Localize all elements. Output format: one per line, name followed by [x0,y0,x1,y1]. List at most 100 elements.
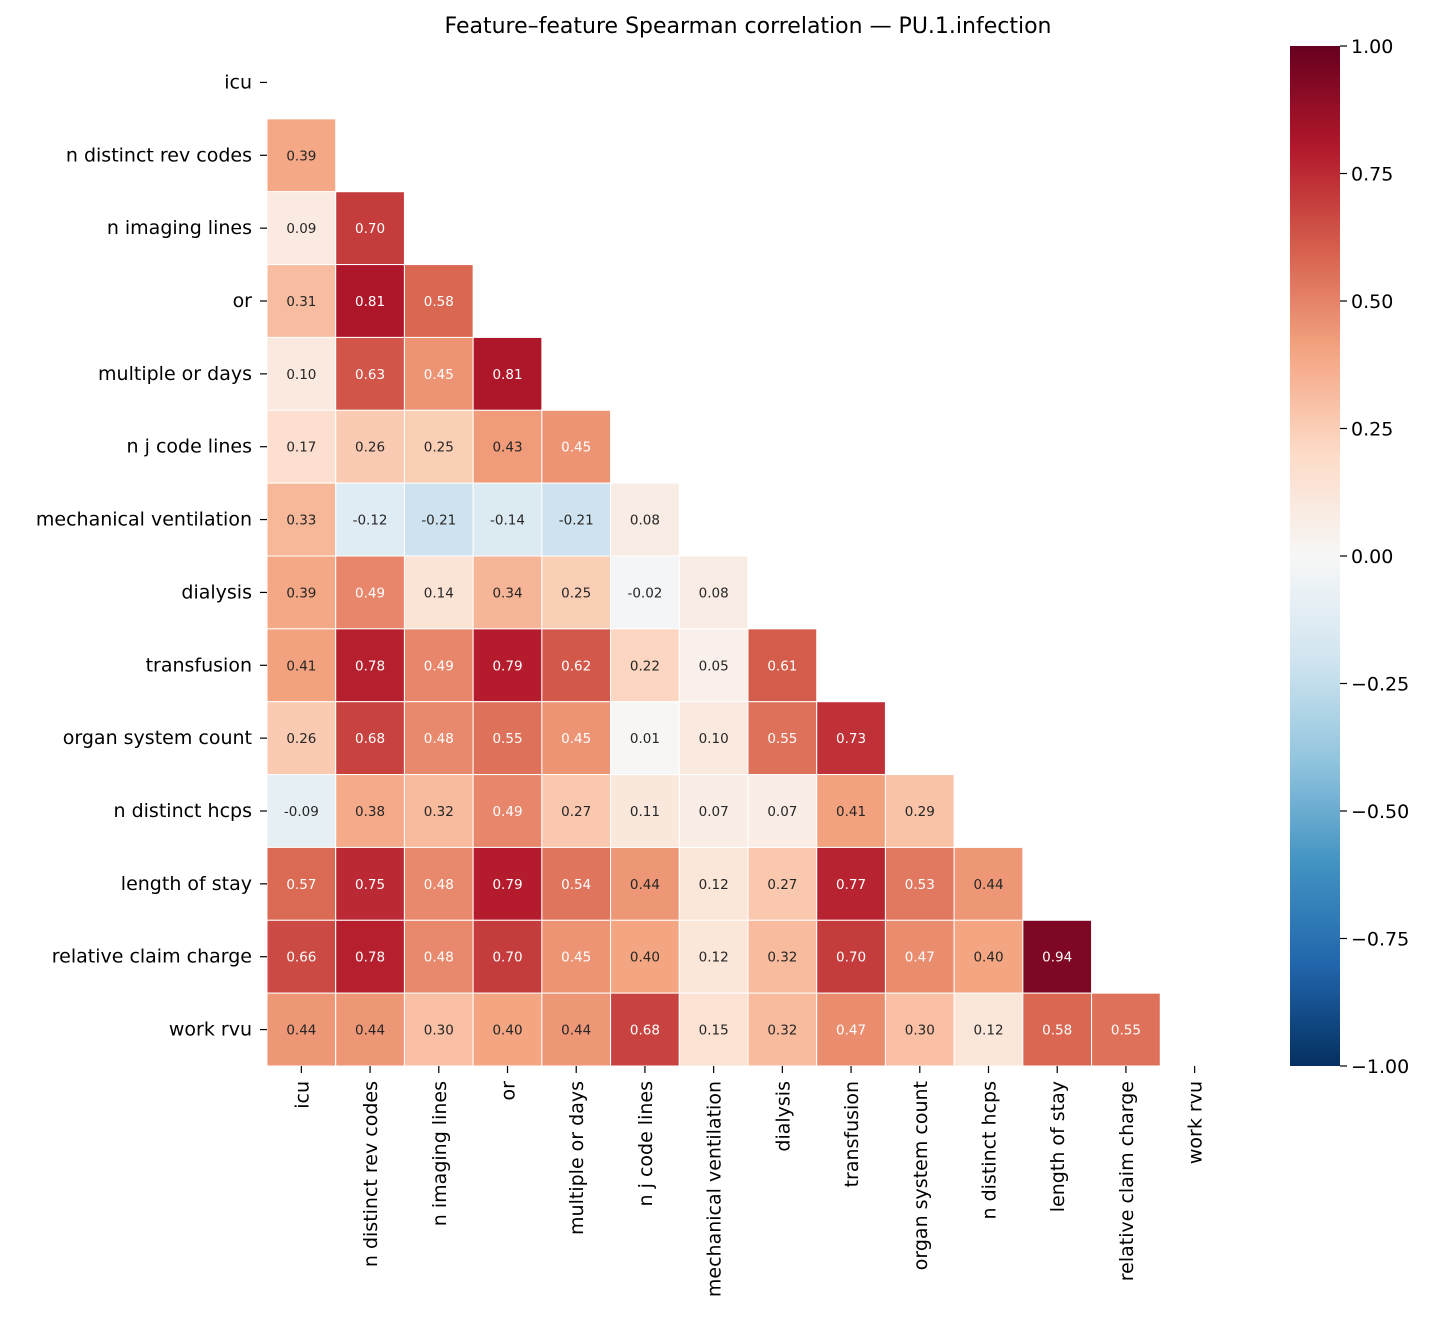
cell-value-label: 0.26 [355,440,385,456]
x-tick-label: relative claim charge [1116,1081,1138,1281]
cell-value-label: 0.63 [355,367,385,383]
cell-value-label: 0.68 [630,1023,660,1039]
heatmap-cell [678,628,749,703]
heatmap-cell [816,846,886,921]
heatmap-cell [472,846,543,921]
cell-value-label: 0.49 [355,585,385,601]
heatmap-cell [678,701,749,776]
y-tick-label: n j code lines [127,436,252,458]
cell-value-label: 0.11 [630,804,660,820]
heatmap-cell [335,774,405,848]
cell-value-label: 0.09 [286,221,316,237]
y-tick-label: relative claim charge [52,946,252,968]
heatmap-cell [884,919,955,994]
cell-value-label: 0.70 [355,221,385,237]
cell-value-label: 0.40 [973,950,1003,966]
y-tick-label: n distinct hcps [114,800,252,822]
y-tick-label: mechanical ventilation [36,509,252,531]
cell-value-label: 0.58 [424,294,454,310]
cell-value-label: 0.58 [1042,1023,1072,1039]
cell-value-label: 0.55 [767,731,797,747]
heatmap-cell [953,919,1024,994]
heatmap-cell [610,482,680,557]
cell-value-label: 0.75 [355,877,385,893]
heatmap-cell [335,191,405,266]
heatmap-cell [335,701,405,776]
cell-value-label: 0.81 [355,294,385,310]
cell-value-label: 0.25 [424,440,454,456]
cell-value-label: 0.48 [424,877,454,893]
heatmap-cell [403,482,474,557]
cell-value-label: 0.30 [905,1023,935,1039]
heatmap-cell [816,919,886,994]
cell-value-label: 0.25 [561,585,591,601]
cell-value-label: 0.12 [699,950,729,966]
heatmap-cell [266,118,337,193]
cell-value-label: 0.32 [767,950,797,966]
heatmap-cell [472,919,543,994]
cell-value-label: 0.45 [561,440,591,456]
cell-value-label: 0.81 [492,367,522,383]
heatmap-cell [816,701,886,776]
cell-value-label: 0.40 [492,1023,522,1039]
heatmap-cell [266,846,337,921]
cell-value-label: 0.14 [424,585,454,601]
cell-value-label: 0.68 [355,731,385,747]
heatmap-cell [816,992,886,1067]
cell-value-label: 0.07 [699,804,729,820]
heatmap-cell [678,555,749,630]
heatmap-cell [266,628,337,703]
heatmap-cell [403,701,474,776]
heatmap-cell [610,992,680,1067]
cell-value-label: 0.78 [355,950,385,966]
heatmap-cell [747,774,818,848]
heatmap-cells: 0.39 0.09 0.70 0.31 0.81 0.58 0.10 0.63 0.45 0.81… [266,118,1161,1067]
x-tick-labels: icu n distinct rev codes n imaging lines or… [291,1066,1207,1297]
heatmap-cell [472,482,543,557]
cell-value-label: 0.39 [286,585,316,601]
cell-value-label: 0.45 [561,950,591,966]
heatmap-cell [266,919,337,994]
cell-value-label: 0.44 [355,1023,385,1039]
cell-value-label: 0.79 [492,658,522,674]
y-tick-label: length of stay [121,873,252,895]
cell-value-label: 0.08 [699,585,729,601]
heatmap-cell [266,264,337,338]
cell-value-label: 0.39 [286,148,316,164]
heatmap-cell [403,264,474,338]
cell-value-label: 0.44 [561,1023,591,1039]
heatmap-cell [541,992,612,1067]
x-tick-label: n distinct hcps [979,1081,1001,1219]
colorbar-tick-label: 0.50 [1351,291,1393,313]
heatmap-cell [335,555,405,630]
x-tick-label: dialysis [772,1081,794,1152]
heatmap-cell [610,701,680,776]
x-tick-label: n j code lines [635,1081,657,1206]
colorbar: 1.00 0.75 0.50 0.25 0.00 −0.25 −0.50 −0.75 −1.00 [1290,36,1409,1078]
cell-value-label: 0.47 [905,950,935,966]
y-tick-label: work rvu [169,1019,252,1041]
heatmap-cell [541,774,612,848]
cell-value-label: 0.77 [836,877,866,893]
cell-value-label: 0.26 [286,731,316,747]
heatmap-cell [403,919,474,994]
cell-value-label: 0.12 [699,877,729,893]
cell-value-label: -0.09 [284,804,319,820]
cell-value-label: 0.34 [492,585,522,601]
cell-value-label: 0.33 [286,513,316,529]
heatmap-cell [610,846,680,921]
cell-value-label: 0.15 [699,1023,729,1039]
heatmap-cell [472,774,543,848]
colorbar-tick-label: −0.50 [1351,801,1409,823]
cell-value-label: 0.01 [630,731,660,747]
y-tick-label: or [233,290,253,312]
cell-value-label: 0.73 [836,731,866,747]
cell-value-label: -0.21 [559,513,594,529]
cell-value-label: 0.55 [1111,1023,1141,1039]
cell-value-label: -0.21 [421,513,456,529]
heatmap-cell [541,409,612,484]
cell-value-label: 0.79 [492,877,522,893]
cell-value-label: 0.10 [286,367,316,383]
colorbar-tick-label: 0.75 [1351,164,1393,186]
